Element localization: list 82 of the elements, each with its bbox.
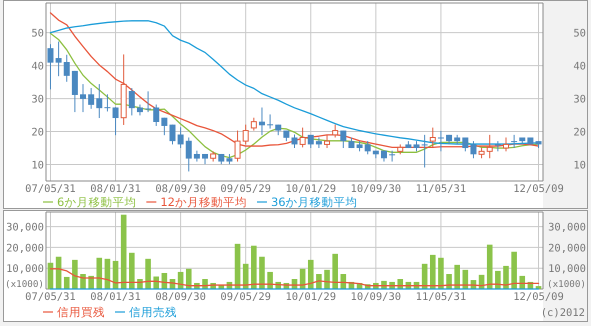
candlestick <box>438 130 444 152</box>
candlestick <box>161 117 168 136</box>
y-tick-label: 10 <box>31 160 44 172</box>
x-tick-label: 12/05/09 <box>513 183 564 195</box>
x-tick-label: 11/05/31 <box>416 183 466 195</box>
y-tick-label: 30 <box>31 94 44 106</box>
candlestick <box>153 104 160 126</box>
candlestick <box>80 84 86 113</box>
legend-label: 12か月移動平均 <box>160 195 247 209</box>
legend-label: 6か月移動平均 <box>57 195 136 209</box>
y-tick-label: 30,000 <box>6 222 44 234</box>
candlestick <box>275 124 282 136</box>
x-tick-label: 09/05/29 <box>220 291 271 303</box>
candlestick <box>470 140 476 159</box>
x-tick-label: 08/09/30 <box>155 183 206 195</box>
y-tick-label: (x1000) <box>5 279 44 290</box>
y-tick-label: 50 <box>31 28 44 40</box>
y-tick-label: 10,000 <box>6 263 44 276</box>
legend-label: 信用売残 <box>129 305 177 319</box>
candlestick <box>308 134 314 149</box>
candlestick <box>511 134 518 149</box>
candlestick <box>316 136 322 149</box>
y2-tick-label: 10 <box>573 160 586 172</box>
x-tick-label: 08/01/31 <box>90 183 141 195</box>
y2-tick-label: 20 <box>573 126 586 139</box>
candlestick <box>332 124 338 138</box>
y2-tick-label: 20,000 <box>548 242 586 254</box>
candlestick <box>380 150 387 162</box>
x-tick-label: 10/01/29 <box>285 291 336 303</box>
y2-tick-label: (x1000) <box>547 279 586 290</box>
candlestick <box>128 88 135 116</box>
candlestick <box>47 44 54 90</box>
x-tick-label: 07/05/31 <box>25 183 76 195</box>
candlestick <box>283 130 290 142</box>
candlestick <box>292 134 298 149</box>
candlestick <box>389 150 396 162</box>
candlestick <box>112 106 119 136</box>
x-tick-label: 08/09/30 <box>155 291 206 303</box>
x-tick-label: 07/05/31 <box>25 291 76 303</box>
candlestick <box>169 124 176 145</box>
candlestick <box>178 126 184 149</box>
candlestick <box>422 134 428 168</box>
x-tick-label: 11/05/31 <box>416 291 466 303</box>
text: (c)2012 <box>540 307 585 319</box>
legend-label: 36か月移動平均 <box>270 195 358 209</box>
y2-tick-label: 40 <box>573 60 586 73</box>
y2-tick-label: 30 <box>573 94 586 106</box>
candlestick <box>364 140 371 155</box>
candlestick <box>258 106 265 136</box>
candlestick <box>356 140 363 152</box>
y2-tick-label: 50 <box>573 28 586 40</box>
x-tick-label: 12/05/09 <box>513 291 564 303</box>
y-tick-label: 40 <box>31 60 44 73</box>
candlestick <box>186 136 192 172</box>
y-tick-label: 20,000 <box>6 242 44 254</box>
candlestick <box>88 88 94 110</box>
candlestick <box>136 104 143 116</box>
candlestick <box>194 150 200 162</box>
y2-tick-label: 30,000 <box>548 222 586 234</box>
candlestick <box>96 84 102 119</box>
candlestick <box>242 124 249 145</box>
x-tick-label: 09/05/29 <box>220 183 271 195</box>
candlestick <box>56 41 62 77</box>
x-tick-label: 08/01/31 <box>90 291 141 303</box>
x-tick-label: 10/01/29 <box>285 183 336 195</box>
candlestick <box>145 90 152 113</box>
x-tick-label: 10/09/30 <box>350 183 402 195</box>
candlestick <box>454 134 460 145</box>
y-tick-label: 20 <box>31 126 44 139</box>
candlestick <box>104 94 110 112</box>
candlestick <box>462 136 468 152</box>
candlestick <box>414 140 420 152</box>
candlestick <box>267 114 274 130</box>
y2-tick-label: 10,000 <box>548 263 586 276</box>
candlestick <box>250 117 257 132</box>
x-tick-label: 10/09/30 <box>350 291 402 303</box>
legend-label: 信用買残 <box>57 305 105 319</box>
candlestick <box>210 150 216 162</box>
candlestick <box>340 130 346 149</box>
candlestick <box>64 54 70 82</box>
candlestick <box>494 140 501 152</box>
candlestick <box>226 153 232 165</box>
